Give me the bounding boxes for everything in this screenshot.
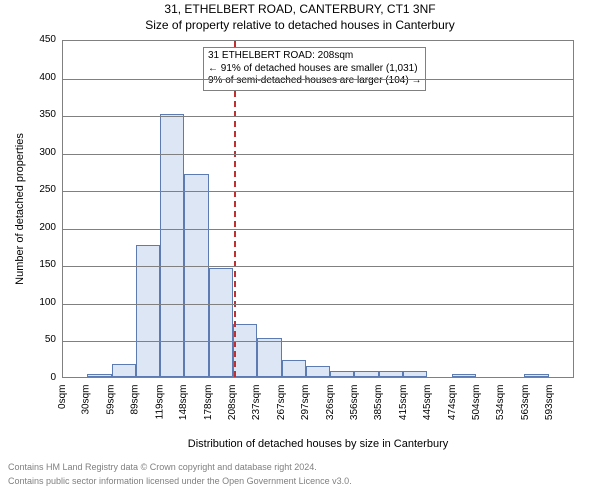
histogram-bar xyxy=(476,39,500,377)
histogram-bar-rect xyxy=(282,360,306,377)
histogram-bar-rect xyxy=(233,324,257,377)
y-gridline xyxy=(63,266,573,267)
histogram-bar xyxy=(87,39,111,377)
chart-title-line2: Size of property relative to detached ho… xyxy=(0,18,600,32)
histogram-bar-rect xyxy=(87,374,111,377)
y-gridline xyxy=(63,154,573,155)
y-axis-label: Number of detached properties xyxy=(14,40,26,378)
y-tick-label: 50 xyxy=(16,334,56,345)
chart-title-line1: 31, ETHELBERT ROAD, CANTERBURY, CT1 3NF xyxy=(0,2,600,16)
callout-line: 31 ETHELBERT ROAD: 208sqm xyxy=(208,50,421,63)
callout-line: ← 91% of detached houses are smaller (1,… xyxy=(208,63,421,76)
histogram-bar-rect xyxy=(452,374,476,377)
y-tick-label: 150 xyxy=(16,259,56,270)
histogram-bar xyxy=(63,39,87,377)
subject-property-marker xyxy=(234,41,236,377)
histogram-bar-rect xyxy=(330,371,354,377)
histogram-bar xyxy=(112,39,136,377)
y-tick-label: 450 xyxy=(16,34,56,45)
y-gridline xyxy=(63,304,573,305)
histogram-bar xyxy=(136,39,160,377)
y-gridline xyxy=(63,79,573,80)
y-tick-label: 350 xyxy=(16,109,56,120)
histogram-bar xyxy=(160,39,184,377)
y-tick-label: 200 xyxy=(16,222,56,233)
y-gridline xyxy=(63,229,573,230)
histogram-bar-rect xyxy=(306,366,330,377)
y-gridline xyxy=(63,341,573,342)
y-gridline xyxy=(63,116,573,117)
histogram-bar xyxy=(524,39,548,377)
y-tick-label: 300 xyxy=(16,147,56,158)
histogram-bar-rect xyxy=(524,374,548,377)
y-tick-label: 100 xyxy=(16,297,56,308)
histogram-bar xyxy=(549,39,573,377)
y-tick-label: 400 xyxy=(16,72,56,83)
figure-root: 31, ETHELBERT ROAD, CANTERBURY, CT1 3NF … xyxy=(0,0,600,500)
histogram-bar-rect xyxy=(136,245,160,377)
histogram-bar-rect xyxy=(257,338,281,377)
y-tick-label: 250 xyxy=(16,184,56,195)
histogram-bar-rect xyxy=(112,364,136,377)
attribution-line2: Contains public sector information licen… xyxy=(8,476,352,486)
histogram-bar-rect xyxy=(354,371,378,377)
histogram-bar xyxy=(452,39,476,377)
histogram-bar-rect xyxy=(209,268,233,377)
y-gridline xyxy=(63,191,573,192)
histogram-bar-rect xyxy=(379,371,403,377)
histogram-bar xyxy=(500,39,524,377)
histogram-bar xyxy=(427,39,451,377)
callout-box: 31 ETHELBERT ROAD: 208sqm← 91% of detach… xyxy=(203,47,426,91)
histogram-bar-rect xyxy=(184,174,208,377)
callout-line: 9% of semi-detached houses are larger (1… xyxy=(208,75,421,88)
y-tick-label: 0 xyxy=(16,372,56,383)
histogram-bar-rect xyxy=(403,371,427,377)
attribution-line1: Contains HM Land Registry data © Crown c… xyxy=(8,462,317,472)
plot-area: 31 ETHELBERT ROAD: 208sqm← 91% of detach… xyxy=(62,40,574,378)
x-axis-label: Distribution of detached houses by size … xyxy=(62,438,574,450)
